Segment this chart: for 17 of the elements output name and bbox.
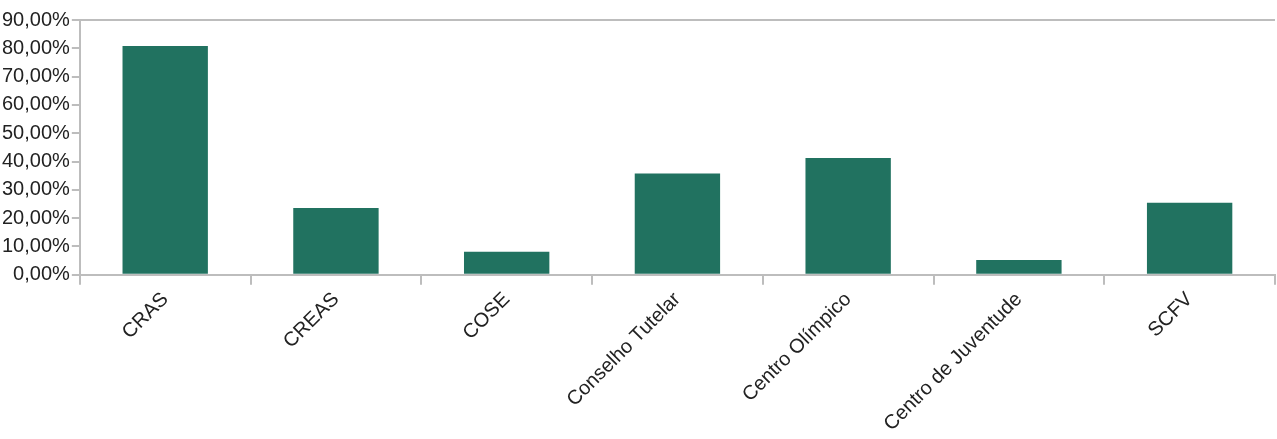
y-tick-label: 20,00% (1, 205, 71, 228)
y-tick-label: 80,00% (1, 35, 71, 58)
bar (293, 207, 379, 274)
y-tick-label: 50,00% (1, 120, 71, 143)
bar (634, 173, 721, 274)
bar (805, 158, 891, 274)
bar (976, 260, 1062, 274)
y-tick-label: 0,00% (13, 262, 71, 285)
y-tick-label: 90,00% (1, 7, 71, 30)
bar (1146, 202, 1233, 274)
y-tick-label: 10,00% (1, 233, 71, 256)
bar (122, 46, 208, 274)
y-tick-label: 70,00% (1, 64, 71, 87)
y-tick-label: 40,00% (1, 149, 71, 172)
y-tick-label: 30,00% (1, 177, 71, 200)
bar (463, 251, 550, 274)
y-tick-label: 60,00% (1, 92, 71, 115)
